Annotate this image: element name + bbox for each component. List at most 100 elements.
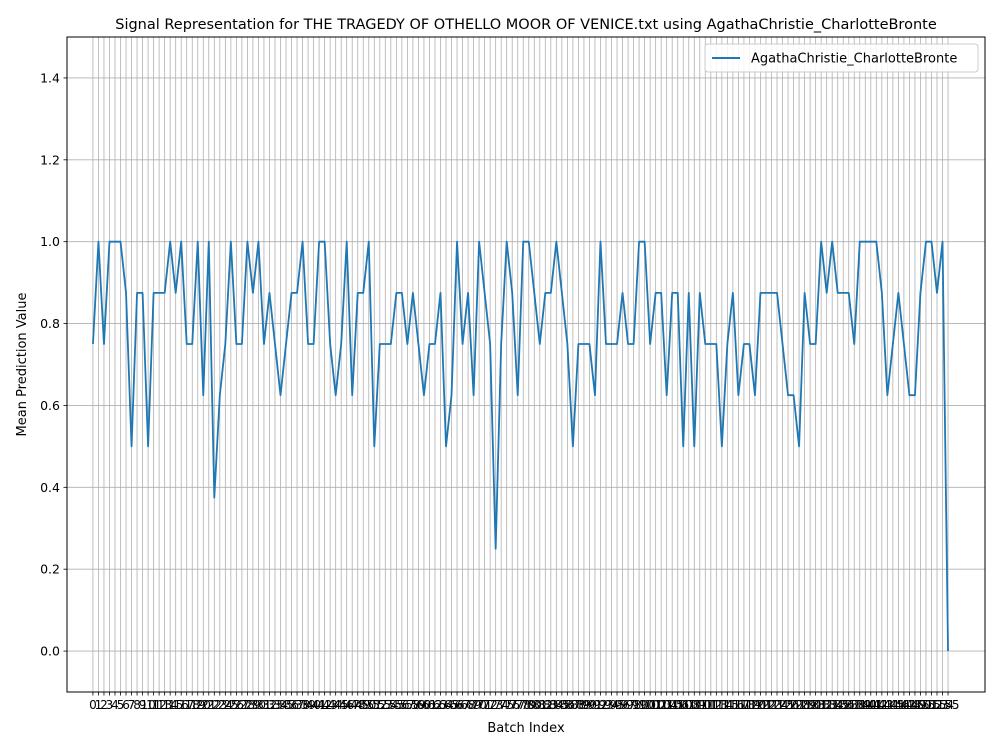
x-tick-label: 152 [920, 698, 943, 712]
x-tick-label: 148 [898, 698, 921, 712]
x-tick-label: 68 [460, 698, 475, 712]
x-tick-label: 34 [273, 698, 288, 712]
x-tick-label: 137 [837, 698, 860, 712]
x-tick-label: 47 [345, 698, 360, 712]
x-tick-label: 23 [212, 698, 227, 712]
x-tick-label: 86 [560, 698, 575, 712]
x-tick-label: 84 [549, 698, 564, 712]
x-tick-label: 52 [372, 698, 387, 712]
x-tick-label: 19 [190, 698, 205, 712]
x-tick-label: 101 [639, 698, 662, 712]
x-tick-label: 37 [289, 698, 304, 712]
x-tick-label: 140 [854, 698, 877, 712]
x-tick-label: 0 [89, 698, 97, 712]
x-tick-label: 146 [887, 698, 910, 712]
x-tick-label: 118 [732, 698, 755, 712]
x-tick-label: 27 [234, 698, 249, 712]
x-tick-label: 64 [438, 698, 453, 712]
x-tick-label: 33 [267, 698, 282, 712]
x-tick-label: 105 [661, 698, 684, 712]
x-tick-label: 62 [427, 698, 442, 712]
x-tick-label: 98 [626, 698, 641, 712]
plot-area-frame [66, 36, 986, 693]
x-tick-label: 97 [620, 698, 635, 712]
x-tick-label: 94 [604, 698, 619, 712]
legend-series-label: AgathaChristie_CharlotteBronte [751, 52, 957, 67]
x-tick-label: 28 [240, 698, 255, 712]
x-tick-label: 51 [367, 698, 382, 712]
x-tick-label: 132 [810, 698, 833, 712]
x-tick-label: 1 [95, 698, 103, 712]
x-tick-label: 8 [133, 698, 141, 712]
x-tick-label: 107 [672, 698, 695, 712]
legend-box [704, 43, 979, 73]
x-tick-label: 50 [361, 698, 376, 712]
x-tick-label: 10 [140, 698, 155, 712]
x-tick-label: 25 [223, 698, 238, 712]
x-tick-label: 46 [339, 698, 354, 712]
x-tick-label: 48 [350, 698, 365, 712]
x-tick-label: 104 [655, 698, 678, 712]
x-tick-label: 115 [716, 698, 739, 712]
chart-title: Signal Representation for THE TRAGEDY OF… [115, 17, 937, 33]
x-tick-label: 75 [499, 698, 514, 712]
x-tick-label: 130 [799, 698, 822, 712]
x-tick-label: 43 [323, 698, 338, 712]
x-tick-label: 35 [278, 698, 293, 712]
y-tick-label: 0.2 [40, 562, 60, 577]
x-tick-label: 67 [455, 698, 470, 712]
x-tick-label: 12 [151, 698, 166, 712]
x-tick-label: 16 [174, 698, 189, 712]
x-tick-label: 88 [571, 698, 586, 712]
x-tick-label: 29 [245, 698, 260, 712]
x-tick-label: 3 [106, 698, 114, 712]
x-tick-label: 49 [356, 698, 371, 712]
x-tick-label: 103 [650, 698, 673, 712]
x-tick-label: 133 [815, 698, 838, 712]
x-tick-label: 63 [433, 698, 448, 712]
x-tick-label: 78 [516, 698, 531, 712]
x-tick-label: 116 [721, 698, 744, 712]
x-tick-label: 31 [256, 698, 271, 712]
x-tick-label: 106 [666, 698, 689, 712]
x-tick-label: 54 [383, 698, 398, 712]
x-tick-label: 61 [422, 698, 437, 712]
x-tick-label: 112 [699, 698, 722, 712]
x-tick-label: 138 [843, 698, 866, 712]
x-tick-label: 74 [494, 698, 509, 712]
x-tick-label: 154 [931, 698, 954, 712]
x-tick-label: 145 [881, 698, 904, 712]
x-tick-label: 136 [832, 698, 855, 712]
x-tick-label: 111 [694, 698, 717, 712]
x-tick-label: 24 [218, 698, 233, 712]
x-tick-label: 100 [633, 698, 656, 712]
x-tick-label: 9 [139, 698, 147, 712]
x-tick-label: 139 [848, 698, 871, 712]
x-tick-label: 21 [201, 698, 216, 712]
x-tick-label: 44 [328, 698, 343, 712]
x-tick-label: 89 [576, 698, 591, 712]
x-tick-label: 90 [582, 698, 597, 712]
x-tick-label: 127 [782, 698, 805, 712]
x-tick-label: 123 [760, 698, 783, 712]
x-tick-label: 7 [128, 698, 136, 712]
x-tick-label: 129 [793, 698, 816, 712]
x-tick-label: 102 [644, 698, 667, 712]
x-tick-label: 143 [870, 698, 893, 712]
y-tick-label: 1.2 [40, 152, 60, 167]
x-tick-label: 128 [788, 698, 811, 712]
x-tick-label: 59 [411, 698, 426, 712]
x-tick-label: 57 [400, 698, 415, 712]
x-tick-label: 99 [631, 698, 646, 712]
x-tick-label: 11 [146, 698, 161, 712]
x-tick-label: 134 [821, 698, 844, 712]
x-tick-label: 56 [394, 698, 409, 712]
x-tick-label: 18 [185, 698, 200, 712]
x-tick-label: 40 [306, 698, 321, 712]
x-tick-label: 72 [483, 698, 498, 712]
x-tick-label: 153 [926, 698, 949, 712]
x-tick-label: 41 [311, 698, 326, 712]
x-tick-label: 73 [488, 698, 503, 712]
y-tick-label: 0.4 [40, 480, 60, 495]
x-tick-label: 6 [122, 698, 130, 712]
